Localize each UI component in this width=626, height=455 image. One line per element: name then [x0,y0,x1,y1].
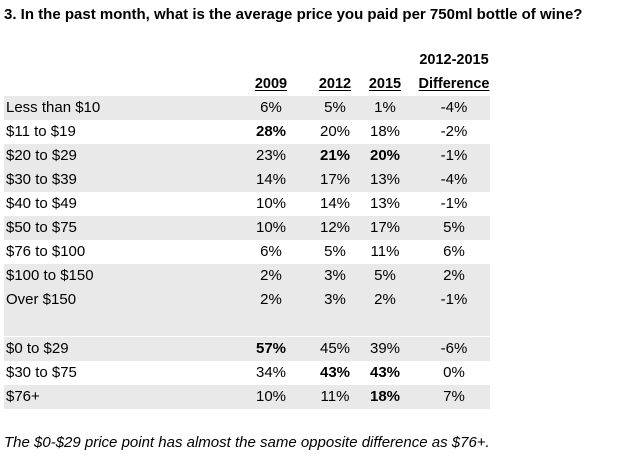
cell-2015: 5% [374,267,396,284]
cell-2015: 1% [374,99,396,116]
cell-2009: 10% [255,195,287,212]
cell-2015: 39% [369,340,401,357]
header-2015: 2015 [368,76,402,92]
cell-2009: 6% [260,243,282,260]
cell-2012: 20% [319,123,351,140]
summary-row: $30 to $75 34% 43% 43% 0% [4,361,490,385]
header-2009: 2009 [254,76,288,92]
table-row: $30 to $39 14% 17% 13% -4% [4,168,490,193]
table-row: Over $150 2% 3% 2% -1% [4,288,490,313]
cell-difference: -6% [440,340,468,357]
cell-2012: 5% [324,99,346,116]
table-row: $50 to $75 10% 12% 17% 5% [4,216,490,241]
cell-2015: 2% [374,291,396,308]
cell-2015: 17% [369,219,401,236]
cell-difference: -4% [440,171,468,188]
cell-difference: -4% [440,99,468,116]
table-row: $11 to $19 28% 20% 18% -2% [4,120,490,144]
cell-2009: 28% [255,123,287,140]
header-2012: 2012 [318,76,352,92]
cell-2015: 18% [369,123,401,140]
cell-2012: 11% [320,388,350,405]
row-label: Over $150 [6,291,77,308]
cell-difference: 7% [443,388,465,405]
row-label: $76 to $100 [6,243,86,260]
cell-2015: 11% [370,243,400,260]
row-label: $50 to $75 [6,219,77,236]
cell-2015: 18% [369,388,401,405]
cell-difference: -1% [440,195,468,212]
cell-2012: 3% [324,267,346,284]
cell-2015: 20% [369,147,401,164]
cell-2009: 2% [260,291,282,308]
row-label: $100 to $150 [6,267,94,284]
cell-2015: 13% [369,171,401,188]
row-label: Less than $10 [6,99,101,116]
header-diff-range: 2012-2015 [419,52,489,68]
row-label: $76+ [6,388,40,405]
cell-difference: 0% [443,364,465,381]
row-label: $11 to $19 [6,123,76,140]
row-label: $0 to $29 [6,340,69,357]
cell-2015: 43% [369,364,401,381]
cell-2012: 21% [319,147,351,164]
cell-difference: 6% [443,243,465,260]
cell-2009: 2% [260,267,282,284]
table-row: $40 to $49 10% 14% 13% -1% [4,192,490,216]
cell-2012: 17% [319,171,351,188]
cell-2012: 43% [319,364,351,381]
cell-2009: 57% [255,340,287,357]
cell-difference: 5% [443,219,465,236]
row-label: $20 to $29 [6,147,77,164]
cell-2012: 5% [324,243,346,260]
summary-row: $0 to $29 57% 45% 39% -6% [4,337,490,362]
table-row: $100 to $150 2% 3% 5% 2% [4,264,490,289]
summary-row: $76+ 10% 11% 18% 7% [4,385,490,409]
row-label: $30 to $75 [6,364,77,381]
cell-difference: 2% [443,267,465,284]
cell-2009: 34% [255,364,287,381]
cell-2012: 45% [319,340,351,357]
cell-difference: -1% [440,291,468,308]
row-label: $30 to $39 [6,171,77,188]
question-title: 3. In the past month, what is the averag… [4,6,583,23]
cell-2012: 14% [319,195,351,212]
cell-difference: -1% [440,147,468,164]
row-label: $40 to $49 [6,195,77,212]
cell-2009: 14% [255,171,287,188]
table-row: Less than $10 6% 5% 1% -4% [4,96,490,121]
footnote: The $0-$29 price point has almost the sa… [4,434,490,451]
cell-difference: -2% [440,123,468,140]
cell-2009: 10% [255,219,287,236]
cell-2009: 6% [260,99,282,116]
table-row: $20 to $29 23% 21% 20% -1% [4,144,490,169]
cell-2012: 12% [319,219,351,236]
table-spacer-row [4,312,490,336]
cell-2009: 23% [255,147,287,164]
header-difference: Difference [418,76,490,92]
cell-2009: 10% [255,388,287,405]
table-row: $76 to $100 6% 5% 11% 6% [4,240,490,264]
cell-2015: 13% [369,195,401,212]
cell-2012: 3% [324,291,346,308]
